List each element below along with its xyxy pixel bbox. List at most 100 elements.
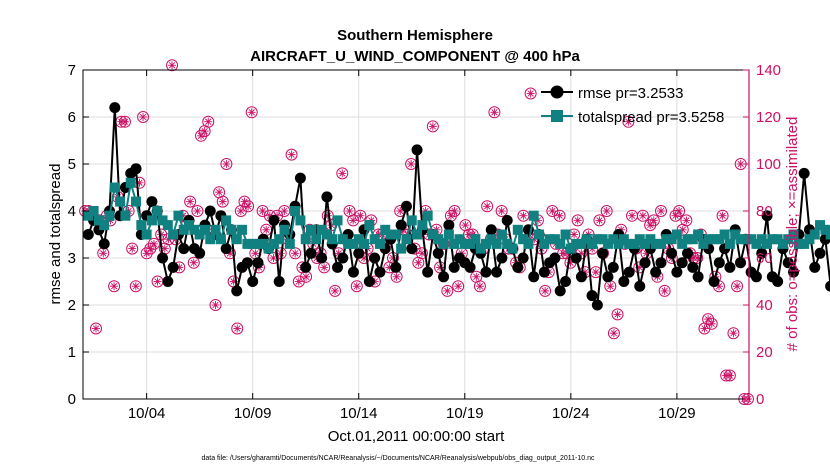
obs-assimilated-marker: [132, 283, 139, 290]
obs-count-point: [546, 205, 559, 217]
rmse-point: [443, 219, 455, 231]
obs-count-point: [405, 158, 418, 170]
obs-assimilated-marker: [451, 207, 458, 215]
obs-count-point: [318, 261, 331, 274]
totalspread-point: [152, 206, 163, 216]
obs-assimilated-marker: [730, 330, 737, 337]
obs-count-point: [691, 252, 704, 264]
totalspread-point: [820, 224, 830, 235]
rmse-point: [639, 257, 651, 269]
totalspread-point: [693, 229, 704, 240]
obs-count-point: [260, 223, 273, 236]
obs-possible-marker: [539, 284, 552, 297]
obs-count-point: [705, 317, 718, 330]
totalspread-point: [184, 220, 195, 231]
rmse-point: [268, 214, 280, 226]
rmse-point: [761, 210, 773, 222]
obs-count-point: [716, 209, 729, 222]
totalspread-point: [793, 238, 804, 249]
axes: 10/04 10/09 10/14 10/19 10/24 10/29 0 1 2 3 4 5 6 7 0 2…: [68, 62, 781, 422]
obs-assimilated-marker: [237, 207, 245, 215]
totalspread-point: [486, 234, 497, 245]
obs-possible-marker: [600, 205, 613, 217]
obs-count-point: [727, 327, 740, 340]
rmse-point: [650, 266, 662, 278]
rmse-point: [623, 266, 635, 278]
obs-assimilated-marker: [339, 170, 346, 177]
y-axis-label: rmse and totalspread: [47, 164, 64, 305]
obs-assimilated-marker: [335, 250, 342, 257]
obs-assimilated-marker: [215, 189, 223, 196]
totalspread-point: [475, 243, 486, 254]
rmse-point: [671, 266, 683, 278]
obs-assimilated-marker: [110, 283, 118, 290]
obs-possible-marker: [655, 205, 668, 217]
obs-count-point: [636, 209, 649, 222]
y2-tick-label: 20: [756, 344, 773, 361]
totalspread-point: [666, 234, 677, 245]
rmse-point: [681, 247, 693, 259]
obs-possible-marker: [242, 200, 255, 213]
totalspread-point: [104, 210, 115, 221]
rmse-point: [82, 229, 94, 240]
totalspread-point: [613, 238, 624, 249]
rmse-point: [602, 271, 614, 283]
obs-count-point: [300, 270, 313, 283]
obs-assimilated-marker: [476, 283, 484, 290]
rmse-point: [300, 261, 312, 273]
totalspread-point: [597, 234, 608, 245]
obs-assimilated-marker: [281, 207, 288, 215]
rmse-point: [400, 200, 412, 212]
totalspread-point: [655, 238, 666, 249]
obs-assimilated-marker: [429, 123, 436, 130]
obs-possible-marker: [448, 205, 461, 217]
y-tick-label: 2: [68, 297, 76, 314]
rmse-point: [390, 261, 402, 273]
obs-assimilated-marker: [549, 207, 556, 215]
totalspread-point: [618, 234, 629, 245]
obs-count-point: [607, 327, 620, 340]
obs-count-point: [611, 308, 624, 321]
obs-count-point: [626, 209, 639, 222]
obs-count-point: [415, 247, 428, 260]
obs-assimilated-marker: [574, 217, 581, 224]
totalspread-point: [146, 215, 157, 226]
totalspread-point: [640, 238, 651, 249]
totalspread-point: [449, 238, 460, 249]
obs-possible-marker: [593, 214, 606, 227]
totalspread-point: [825, 229, 830, 240]
legend: rmse pr=3.2533 totalspread pr=3.5258: [541, 85, 724, 126]
obs-possible-marker: [187, 256, 200, 269]
obs-assimilated-marker: [150, 240, 158, 248]
rmse-point: [528, 271, 540, 283]
rmse-point: [316, 252, 328, 264]
obs-count-point: [354, 209, 367, 222]
obs-count-point: [191, 205, 204, 217]
rmse-point: [788, 266, 800, 278]
obs-assimilated-marker: [393, 273, 400, 280]
totalspread-point: [698, 238, 709, 249]
totalspread-point: [544, 234, 555, 245]
obs-assimilated-marker: [701, 325, 708, 332]
obs-possible-marker: [611, 308, 624, 321]
totalspread-point: [661, 234, 672, 245]
obs-possible-marker: [220, 158, 233, 170]
totalspread-point: [237, 224, 248, 235]
totalspread-point: [125, 177, 136, 188]
totalspread-point: [443, 229, 454, 240]
obs-possible-marker: [481, 200, 494, 213]
rmse-point: [231, 285, 243, 297]
rmse-point: [554, 285, 566, 297]
totalspread-point: [422, 210, 433, 221]
rmse-point: [347, 266, 359, 278]
obs-assimilated-marker: [161, 245, 168, 252]
totalspread-point: [549, 234, 560, 245]
obs-count-point: [604, 280, 617, 293]
obs-possible-marker: [553, 209, 566, 222]
totalspread-point: [592, 234, 603, 245]
totalspread-point: [348, 238, 359, 249]
obs-count-point: [126, 242, 139, 255]
totalspread-point: [316, 224, 327, 235]
totalspread-point: [762, 238, 773, 249]
